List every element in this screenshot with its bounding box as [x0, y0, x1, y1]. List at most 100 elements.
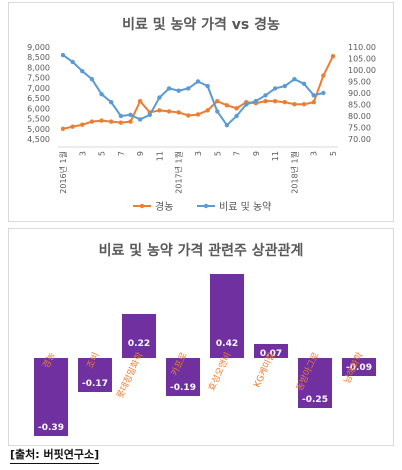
bar-chart-frame	[8, 228, 394, 446]
y-right-tick-label: 70.00	[348, 135, 371, 144]
data-point	[80, 122, 85, 127]
bar-value-label: -0.09	[346, 363, 372, 373]
data-point	[224, 103, 230, 108]
x-tick-label: 5	[213, 151, 222, 156]
bar	[298, 358, 332, 408]
source-label: [출처: 버핏연구소]	[10, 448, 100, 464]
data-point	[234, 113, 239, 119]
bar-value-label: -0.25	[302, 395, 328, 405]
x-tick-label: 2016년 1월	[58, 151, 68, 194]
x-tick-label: 3	[194, 151, 203, 156]
data-point	[118, 113, 124, 119]
y-left-tick-label: 8,000	[27, 63, 50, 72]
data-point	[195, 112, 201, 117]
data-point	[292, 77, 297, 82]
line-chart-panel: 비료 및 농약 가격 vs 경농 4,500 5,000 5,500 6,000 6,50…	[8, 2, 394, 222]
data-point	[70, 124, 75, 129]
y-left-tick-label: 9,000	[27, 43, 50, 52]
data-point	[137, 117, 143, 122]
data-point	[263, 93, 268, 98]
y-right-tick-label: 95.00	[348, 78, 371, 87]
data-point	[301, 81, 307, 87]
y-right-tick-label: 110.00	[348, 43, 376, 52]
x-tick-label: 11	[155, 151, 164, 161]
legend-marker-2	[203, 203, 209, 209]
x-tick-label: 5	[98, 151, 107, 156]
data-point	[330, 54, 336, 59]
data-point	[311, 93, 316, 98]
x-tick-label: 7	[117, 151, 126, 156]
x-tick-label: 5	[329, 151, 338, 156]
y-left-tick-label: 5,000	[27, 125, 50, 134]
data-point	[282, 83, 287, 89]
x-tick-label: 2017년 1월	[174, 151, 184, 194]
data-point	[215, 98, 220, 104]
data-point	[205, 108, 210, 113]
data-point	[186, 113, 191, 118]
x-tick-label: 2018년 1월	[289, 151, 299, 194]
bar	[34, 358, 68, 436]
data-point	[70, 59, 75, 65]
x-tick-label: 9	[252, 151, 261, 156]
bar	[210, 274, 244, 358]
x-tick-label: 11	[271, 151, 280, 161]
data-point	[301, 102, 307, 107]
data-point	[157, 95, 162, 100]
data-point	[215, 109, 220, 114]
data-point	[99, 91, 104, 97]
line-chart-frame	[8, 2, 394, 222]
data-point	[272, 86, 278, 91]
data-point	[311, 100, 316, 105]
y-left-tick-label: 5,500	[27, 115, 50, 124]
y-left-tick-label: 8,500	[27, 53, 50, 62]
data-point	[186, 86, 191, 91]
bar	[166, 358, 200, 396]
data-point	[176, 88, 181, 93]
data-point	[137, 98, 143, 104]
bar	[78, 358, 112, 392]
data-point	[195, 79, 201, 84]
bar-value-label: 0.22	[128, 339, 150, 349]
data-point	[89, 119, 95, 124]
data-point	[60, 126, 66, 131]
x-tick-label: 9	[136, 151, 145, 156]
y-right-tick-label: 85.00	[348, 101, 371, 110]
data-point	[176, 110, 181, 115]
line-chart-title: 비료 및 농약 가격 vs 경농	[122, 16, 280, 33]
bar-chart: 비료 및 농약 가격 관련주 상관관계-0.39경농-0.17조비0.22롯데정…	[8, 228, 394, 446]
series-line-2	[62, 54, 324, 127]
x-tick-label: 3	[78, 151, 87, 156]
data-point	[118, 120, 124, 125]
data-point	[253, 98, 259, 104]
data-point	[157, 108, 162, 113]
bar	[122, 314, 156, 358]
x-tick-label: 7	[233, 151, 242, 156]
data-point	[60, 52, 66, 58]
bar	[254, 344, 288, 358]
data-point	[244, 102, 249, 107]
x-tick-label: 3	[310, 151, 319, 156]
y-left-tick-label: 7,000	[27, 84, 50, 93]
data-point	[89, 77, 95, 82]
data-point	[99, 118, 104, 123]
legend-label-2: 비료 및 농약	[219, 201, 271, 213]
bar-chart-panel: 비료 및 농약 가격 관련주 상관관계 -0.39 경농 -0.17 조비 0.22 롯데정…	[8, 228, 394, 446]
data-point	[80, 68, 85, 74]
data-point	[224, 123, 230, 128]
data-point	[109, 100, 114, 105]
y-right-tick-label: 105.00	[348, 55, 376, 64]
legend-label-1: 경농	[155, 200, 173, 213]
data-point	[166, 86, 172, 91]
bar-value-label: 0.07	[260, 349, 282, 359]
bar-value-label: 0.42	[216, 339, 238, 349]
data-point	[321, 73, 326, 78]
y-left-tick-label: 6,500	[27, 94, 50, 103]
y-right-tick-label: 90.00	[348, 89, 371, 98]
data-point	[321, 90, 326, 96]
bar-value-label: -0.17	[82, 379, 108, 389]
data-point	[166, 109, 172, 114]
y-right-tick-label: 100.00	[348, 66, 376, 75]
data-point	[147, 112, 152, 118]
data-point	[234, 106, 239, 111]
